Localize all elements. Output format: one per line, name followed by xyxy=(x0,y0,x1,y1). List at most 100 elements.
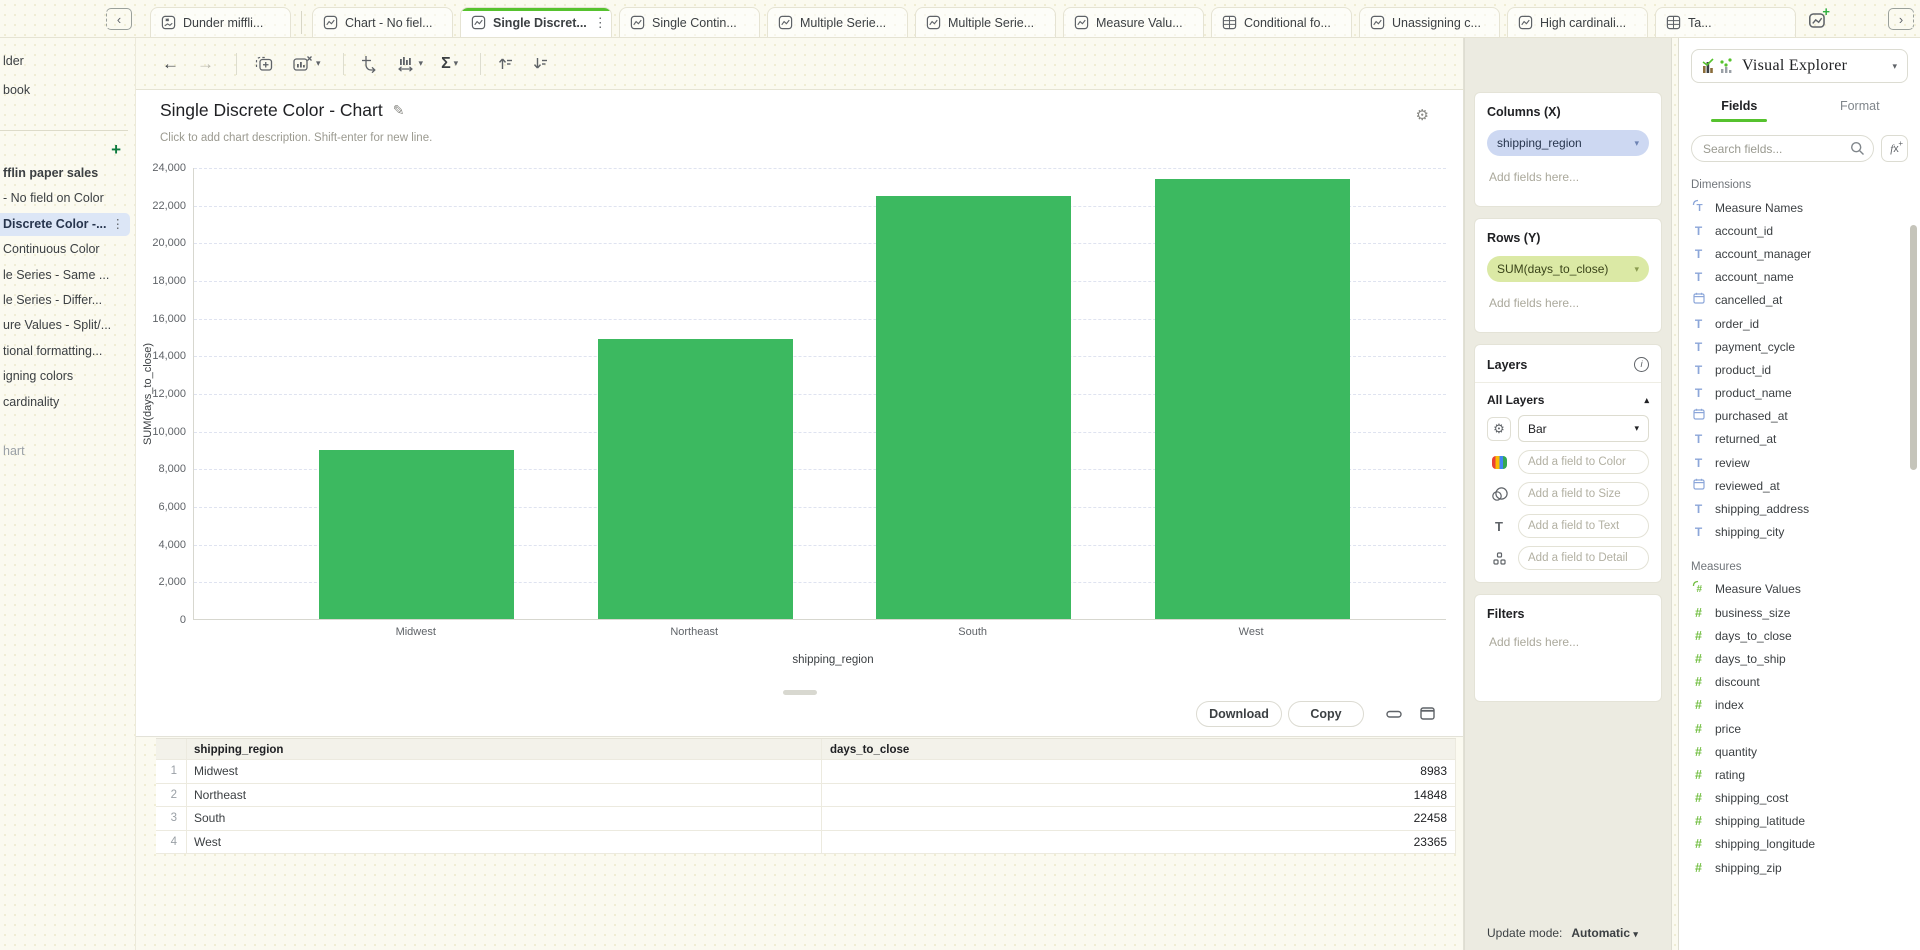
tab-format[interactable]: Format xyxy=(1839,99,1880,113)
size-field-dropzone[interactable]: Add a field to Size xyxy=(1518,482,1649,506)
layer-settings-gear-icon[interactable]: ⚙ xyxy=(1487,416,1511,441)
sidebar-item-folder[interactable]: lder xyxy=(3,54,24,68)
bar-south[interactable] xyxy=(876,196,1072,619)
copy-button[interactable]: Copy xyxy=(1288,701,1364,727)
info-icon[interactable]: i xyxy=(1634,357,1649,372)
field-item-days-to-close[interactable]: # days_to_close xyxy=(1679,624,1920,647)
bar-northeast[interactable] xyxy=(597,339,793,619)
tab-high-cardinali[interactable]: High cardinali... xyxy=(1507,7,1648,38)
field-item-days-to-ship[interactable]: # days_to_ship xyxy=(1679,647,1920,670)
fields-scrollbar-thumb[interactable] xyxy=(1910,225,1917,470)
tab-menu-kebab-icon[interactable]: ⋮ xyxy=(593,14,607,30)
tab-chart-no-fiel[interactable]: Chart - No fiel... xyxy=(312,7,453,38)
filters-add-fields-dropzone[interactable]: Add fields here... xyxy=(1489,635,1580,649)
add-calculation-button[interactable]: f x + xyxy=(1881,135,1908,162)
field-item-price[interactable]: # price xyxy=(1679,717,1920,740)
collapse-sidebar-button[interactable]: ‹ xyxy=(106,8,132,30)
tab-fields[interactable]: Fields xyxy=(1679,99,1800,122)
sidebar-chart-item[interactable]: tional formatting... xyxy=(0,340,130,363)
detail-field-dropzone[interactable]: Add a field to Detail xyxy=(1518,546,1649,570)
chart-description-placeholder[interactable]: Click to add chart description. Shift-en… xyxy=(160,132,433,144)
field-item-quantity[interactable]: # quantity xyxy=(1679,740,1920,763)
columns-add-fields-dropzone[interactable]: Add fields here... xyxy=(1489,170,1580,184)
maximize-icon[interactable] xyxy=(1420,707,1435,725)
field-item-shipping-longitude[interactable]: # shipping_longitude xyxy=(1679,833,1920,856)
sidebar-chart-item[interactable]: Continuous Color xyxy=(0,238,130,261)
search-input[interactable] xyxy=(1691,135,1874,162)
chart-settings-gear-icon[interactable]: ⚙ xyxy=(1415,107,1429,124)
color-field-dropzone[interactable]: Add a field to Color xyxy=(1518,450,1649,474)
field-item-shipping-zip[interactable]: # shipping_zip xyxy=(1679,856,1920,879)
tab-single-contin[interactable]: Single Contin... xyxy=(619,7,760,38)
horizontal-scrollbar[interactable] xyxy=(783,690,817,695)
sidebar-chart-item[interactable]: le Series - Same ... xyxy=(0,264,130,287)
sidebar-chart-item[interactable]: fflin paper sales xyxy=(0,162,130,185)
bar-width-button[interactable]: ▾ xyxy=(397,55,423,72)
sidebar-chart-item[interactable]: cardinality xyxy=(0,391,130,414)
aggregate-button[interactable]: Σ ▾ xyxy=(441,55,458,73)
mark-type-select[interactable]: Bar ▾ xyxy=(1518,415,1649,442)
sidebar-chart-item[interactable]: le Series - Differ... xyxy=(0,289,130,312)
app-switcher[interactable]: Visual Explorer ▾ xyxy=(1691,49,1908,83)
sidebar-item-workbook[interactable]: book xyxy=(3,83,31,97)
new-tab-button[interactable]: + xyxy=(1800,4,1834,32)
duplicate-visualization-button[interactable] xyxy=(253,54,274,73)
item-menu-kebab-icon[interactable]: ⋮ xyxy=(111,216,125,231)
sidebar-chart-item[interactable]: hart xyxy=(0,440,130,463)
field-item-rating[interactable]: # rating xyxy=(1679,763,1920,786)
sidebar-chart-item[interactable]: - No field on Color xyxy=(0,187,130,210)
tab-multiple-serie[interactable]: Multiple Serie... xyxy=(767,7,908,38)
field-item-shipping-cost[interactable]: # shipping_cost xyxy=(1679,787,1920,810)
sidebar-chart-item[interactable]: Discrete Color -... ⋮ xyxy=(0,212,130,236)
redo-button[interactable]: → xyxy=(197,54,214,74)
field-item-measure-names[interactable]: T Measure Names xyxy=(1679,196,1920,219)
tab-conditional-fo[interactable]: Conditional fo... xyxy=(1211,7,1352,38)
sort-descending-button[interactable] xyxy=(532,56,549,71)
sidebar-chart-item[interactable]: igning colors xyxy=(0,365,130,388)
field-item-discount[interactable]: # discount xyxy=(1679,671,1920,694)
update-mode-select[interactable]: Automatic ▾ xyxy=(1571,926,1638,940)
sort-ascending-button[interactable] xyxy=(497,56,514,71)
download-button[interactable]: Download xyxy=(1196,701,1282,727)
tab-dunder-miffli[interactable]: Dunder miffli... xyxy=(150,7,291,38)
undo-button[interactable]: ← xyxy=(162,54,179,74)
field-pill-sum-days-to-close[interactable]: SUM(days_to_close) ▾ xyxy=(1487,256,1649,282)
field-item-measure-values[interactable]: # Measure Values xyxy=(1679,578,1920,601)
swap-axes-button[interactable] xyxy=(360,54,379,73)
tab-single-discret[interactable]: Single Discret... ⋮ xyxy=(460,7,612,38)
edit-title-pencil-icon[interactable]: ✎ xyxy=(392,102,405,118)
rows-add-fields-dropzone[interactable]: Add fields here... xyxy=(1489,296,1580,310)
expand-panel-button[interactable]: › xyxy=(1888,8,1914,30)
column-header[interactable]: shipping_region xyxy=(186,739,821,759)
sidebar-chart-item[interactable]: ure Values - Split/... xyxy=(0,314,130,337)
field-item-reviewed-at[interactable]: reviewed_at xyxy=(1679,474,1920,497)
field-item-index[interactable]: # index xyxy=(1679,694,1920,717)
field-item-cancelled-at[interactable]: cancelled_at xyxy=(1679,289,1920,312)
bar-west[interactable] xyxy=(1154,178,1350,619)
add-chart-button[interactable]: + xyxy=(111,140,121,159)
field-item-business-size[interactable]: # business_size xyxy=(1679,601,1920,624)
tab-ta[interactable]: Ta... xyxy=(1655,7,1796,38)
column-header[interactable]: days_to_close xyxy=(821,739,1456,759)
bar-midwest[interactable] xyxy=(319,449,515,619)
tab-multiple-serie[interactable]: Multiple Serie... xyxy=(915,7,1056,38)
tab-measure-valu[interactable]: Measure Valu... xyxy=(1063,7,1204,38)
remove-visualization-button[interactable]: ▾ xyxy=(292,54,321,73)
text-field-dropzone[interactable]: Add a field to Text xyxy=(1518,514,1649,538)
field-item-purchased-at[interactable]: purchased_at xyxy=(1679,405,1920,428)
minimize-icon[interactable] xyxy=(1386,707,1403,725)
field-pill-shipping-region[interactable]: shipping_region ▾ xyxy=(1487,130,1649,156)
tab-unassigning-c[interactable]: Unassigning c... xyxy=(1359,7,1500,38)
field-item-shipping-latitude[interactable]: # shipping_latitude xyxy=(1679,810,1920,833)
